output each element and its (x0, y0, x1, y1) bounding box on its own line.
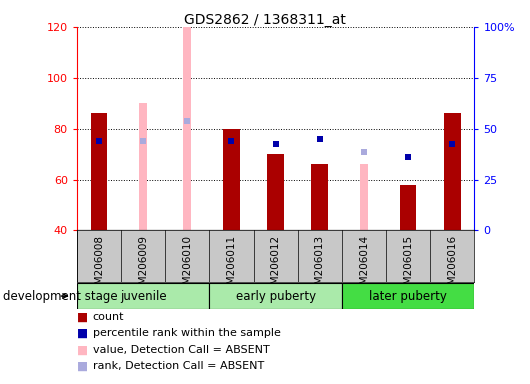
Bar (91, 113, 107, 230)
Text: GSM206011: GSM206011 (226, 235, 236, 298)
Text: percentile rank within the sample: percentile rank within the sample (93, 328, 280, 338)
Text: GSM206014: GSM206014 (359, 235, 369, 298)
Text: GSM206009: GSM206009 (138, 235, 148, 298)
Text: GSM206015: GSM206015 (403, 235, 413, 298)
Text: GSM206008: GSM206008 (94, 235, 104, 298)
Bar (444, 113, 461, 230)
Bar (400, 185, 417, 230)
Text: ■: ■ (77, 327, 87, 340)
Bar (267, 154, 284, 230)
Bar (209, 283, 342, 309)
Bar (139, 103, 147, 230)
Text: later puberty: later puberty (369, 290, 447, 303)
Text: count: count (93, 312, 124, 322)
Text: GSM206013: GSM206013 (315, 235, 325, 298)
Text: GSM206010: GSM206010 (182, 235, 192, 298)
Bar (183, 27, 191, 230)
Bar (342, 283, 474, 309)
Bar (77, 283, 209, 309)
Text: GSM206016: GSM206016 (447, 235, 457, 298)
Text: GSM206012: GSM206012 (271, 235, 280, 298)
Bar (312, 164, 328, 230)
Text: rank, Detection Call = ABSENT: rank, Detection Call = ABSENT (93, 361, 264, 371)
Text: GDS2862 / 1368311_at: GDS2862 / 1368311_at (184, 13, 346, 27)
Text: ■: ■ (77, 310, 87, 323)
Bar (223, 129, 240, 230)
Bar (360, 164, 368, 230)
Text: value, Detection Call = ABSENT: value, Detection Call = ABSENT (93, 345, 269, 355)
Text: ■: ■ (77, 360, 87, 373)
Text: early puberty: early puberty (235, 290, 316, 303)
Text: ■: ■ (77, 343, 87, 356)
Text: juvenile: juvenile (120, 290, 166, 303)
Text: development stage: development stage (3, 290, 117, 303)
